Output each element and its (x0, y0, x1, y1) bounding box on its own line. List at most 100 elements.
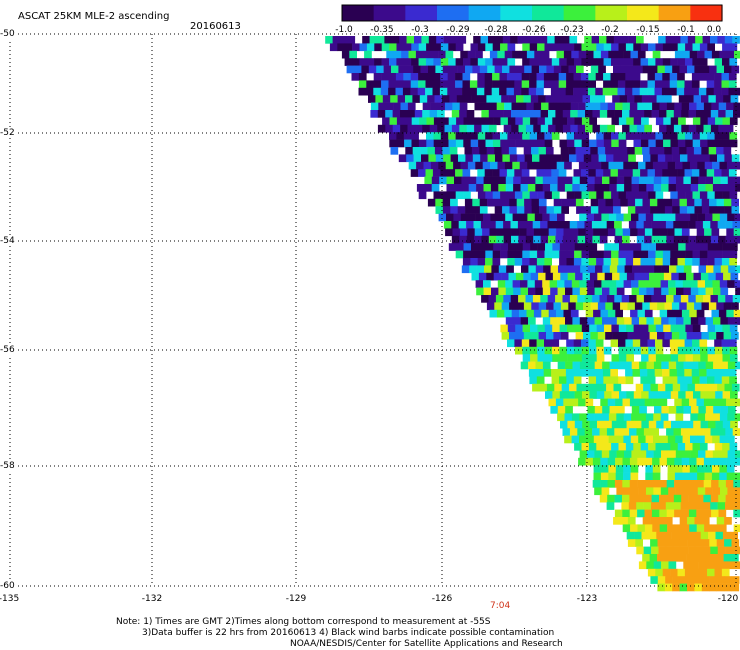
swath-cell (508, 147, 517, 155)
swath-cell (729, 191, 738, 200)
swath-cell (573, 87, 581, 96)
swath-cell (673, 124, 682, 133)
swath-cell (579, 450, 588, 459)
swath-cell (705, 213, 713, 222)
swath-cell (446, 213, 454, 222)
swath-cell (569, 36, 578, 44)
swath-cell (447, 169, 456, 177)
swath-cell (644, 102, 653, 111)
swath-cell (625, 250, 634, 259)
swath-cell (605, 332, 613, 340)
swath-cell (523, 272, 531, 281)
swath-cell (674, 50, 683, 59)
swath-cell (643, 546, 652, 555)
swath-cell (687, 65, 695, 74)
swath-cell (594, 287, 603, 296)
time-label: 7:04 (490, 601, 511, 611)
swath-cell (595, 73, 604, 81)
swath-cell (422, 110, 430, 118)
swath-cell (532, 154, 540, 163)
swath-cell (548, 124, 556, 133)
swath-cell (570, 102, 579, 111)
swath-cell (690, 184, 699, 192)
swath-cell (725, 235, 734, 244)
swath-cell (611, 391, 620, 399)
swath-cell (592, 110, 601, 118)
swath-cell (412, 95, 421, 103)
swath-cell (729, 339, 737, 348)
colorbar-segment (373, 5, 406, 21)
swath-cell (661, 561, 669, 570)
swath-cell (685, 43, 693, 52)
swath-cell (517, 36, 526, 44)
swath-cell (648, 354, 657, 362)
swath-cell (707, 346, 716, 355)
swath-cell (500, 139, 508, 148)
swath-cell (682, 465, 691, 473)
swath-cell (701, 554, 710, 562)
swath-cell (689, 472, 698, 481)
swath-cell (711, 228, 720, 237)
swath-cell (690, 176, 699, 185)
swath-cell (671, 332, 680, 340)
swath-cell (704, 465, 713, 473)
swath-cell (480, 36, 489, 44)
swath-cell (615, 465, 624, 473)
swath-cell (389, 117, 398, 126)
swath-cell (381, 80, 389, 89)
swath-cell (478, 243, 487, 251)
swath-cell (522, 191, 530, 200)
swath-cell (413, 154, 422, 163)
swath-cell (393, 50, 402, 59)
swath-cell (722, 324, 731, 333)
swath-cell (683, 561, 691, 570)
swath-cell (553, 95, 561, 103)
swath-cell (458, 36, 467, 44)
swath-cell (660, 280, 669, 288)
swath-cell (392, 124, 401, 133)
swath-cell (657, 576, 666, 584)
swath-cell (588, 43, 597, 52)
swath-cell (615, 102, 623, 111)
swath-cell (652, 465, 661, 473)
swath-cell (570, 235, 578, 244)
swath-cell (437, 124, 445, 133)
swath-cell (679, 332, 687, 340)
swath-cell (516, 65, 525, 74)
swath-cell (631, 287, 640, 296)
swath-cell (451, 36, 459, 44)
swath-cell (600, 309, 609, 318)
swath-cell (529, 80, 537, 89)
swath-cell (485, 250, 493, 259)
swath-cell (733, 524, 740, 533)
swath-cell (463, 191, 471, 200)
swath-cell (436, 36, 444, 44)
swath-cell (481, 235, 490, 244)
swath-cell (559, 346, 568, 355)
swath-cell (570, 309, 579, 318)
swath-cell (579, 413, 587, 422)
swath-cell (466, 124, 475, 133)
swath-cell (625, 258, 634, 266)
swath-cell (724, 517, 732, 525)
swath-cell (633, 191, 641, 200)
swath-cell (632, 169, 641, 177)
swath-cell (626, 272, 635, 281)
swath-cell (707, 250, 715, 259)
swath-cell (503, 110, 512, 118)
swath-cell (648, 191, 656, 200)
swath-cell (734, 161, 740, 170)
swath-cell (670, 443, 678, 451)
swath-cell (636, 110, 645, 118)
swath-cell (610, 376, 619, 385)
swath-cell (431, 184, 440, 192)
swath-cell (623, 213, 632, 222)
swath-cell (496, 235, 504, 244)
swath-cell (730, 95, 739, 103)
swath-cell (587, 361, 595, 370)
swath-cell (616, 176, 625, 185)
swath-cell (625, 132, 634, 140)
swath-cell (559, 391, 568, 399)
swath-cell (722, 139, 730, 148)
swath-cell (664, 147, 672, 155)
